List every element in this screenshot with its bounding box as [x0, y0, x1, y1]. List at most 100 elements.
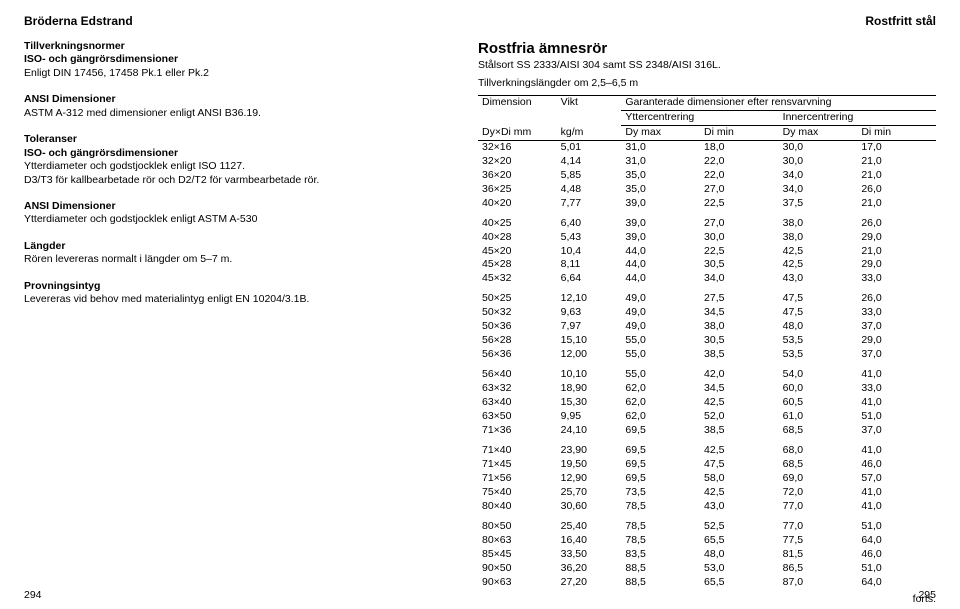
table-cell: 42,5	[779, 258, 858, 272]
table-cell: 19,50	[557, 458, 622, 472]
table-cell: 23,90	[557, 438, 622, 458]
th-dimension: Dimension	[478, 96, 557, 111]
table-cell: 26,0	[857, 286, 936, 306]
table-row: 36×205,8535,022,034,021,0	[478, 169, 936, 183]
th-dimin2: Di min	[857, 125, 936, 140]
table-row: 50×367,9749,038,048,037,0	[478, 320, 936, 334]
table-cell: 7,77	[557, 197, 622, 211]
table-cell: 33,0	[857, 272, 936, 286]
table-cell: 41,0	[857, 438, 936, 458]
table-cell: 43,0	[779, 272, 858, 286]
table-cell: 69,5	[621, 424, 700, 438]
table-row: 80×5025,4078,552,577,051,0	[478, 514, 936, 534]
table-cell: 71×56	[478, 472, 557, 486]
table-cell: 36×20	[478, 169, 557, 183]
right-column: Rostfria ämnesrör Stålsort SS 2333/AISI …	[478, 40, 936, 605]
table-cell: 37,0	[857, 348, 936, 362]
table-cell: 68,5	[779, 424, 858, 438]
table-row: 45×326,6444,034,043,033,0	[478, 272, 936, 286]
table-row: 50×2512,1049,027,547,526,0	[478, 286, 936, 306]
table-row: 63×509,9562,052,061,051,0	[478, 410, 936, 424]
table-cell: 50×32	[478, 306, 557, 320]
th-vikt: Vikt	[557, 96, 622, 111]
section-line: ASTM A-312 med dimensioner enligt ANSI B…	[24, 107, 444, 120]
table-cell: 16,40	[557, 534, 622, 548]
section: ANSI DimensionerYtterdiameter och godstj…	[24, 200, 444, 227]
table-cell: 32×20	[478, 155, 557, 169]
th-inner: Innercentrering	[779, 110, 936, 125]
table-cell: 72,0	[779, 486, 858, 500]
table-cell: 39,0	[621, 231, 700, 245]
table-cell: 69,0	[779, 472, 858, 486]
table-cell: 83,5	[621, 548, 700, 562]
table-cell: 22,5	[700, 197, 779, 211]
table-row: 40×207,7739,022,537,521,0	[478, 197, 936, 211]
section-line: D3/T3 för kallbearbetade rör och D2/T2 f…	[24, 174, 444, 187]
table-cell: 33,50	[557, 548, 622, 562]
table-cell: 77,0	[779, 500, 858, 514]
table-cell: 21,0	[857, 245, 936, 259]
th-dydi: Dy×Di mm	[478, 125, 557, 140]
table-cell: 37,5	[779, 197, 858, 211]
table-cell: 30,0	[779, 140, 858, 154]
table-cell: 27,0	[700, 183, 779, 197]
table-row: 71×4023,9069,542,568,041,0	[478, 438, 936, 458]
table-cell: 30,5	[700, 258, 779, 272]
section-line: Rören levereras normalt i längder om 5–7…	[24, 253, 444, 266]
table-cell: 15,30	[557, 396, 622, 410]
table-cell: 12,90	[557, 472, 622, 486]
table-cell: 31,0	[621, 155, 700, 169]
table-cell: 63×32	[478, 382, 557, 396]
table-row: 40×256,4039,027,038,026,0	[478, 211, 936, 231]
section-line: Provningsintyg	[24, 280, 444, 293]
table-cell: 78,5	[621, 534, 700, 548]
table-cell: 39,0	[621, 197, 700, 211]
table-cell: 80×50	[478, 514, 557, 534]
table-cell: 63×40	[478, 396, 557, 410]
table-cell: 57,0	[857, 472, 936, 486]
table-cell: 53,0	[700, 562, 779, 576]
table-cell: 68,0	[779, 438, 858, 458]
table-cell: 52,0	[700, 410, 779, 424]
th-ytter: Yttercentrering	[621, 110, 778, 125]
table-cell: 87,0	[779, 576, 858, 590]
section: LängderRören levereras normalt i längder…	[24, 240, 444, 267]
table-cell: 17,0	[857, 140, 936, 154]
left-column: TillverkningsnormerISO- och gängrörsdime…	[24, 40, 444, 605]
table-cell: 81,5	[779, 548, 858, 562]
table-cell: 40×28	[478, 231, 557, 245]
table-cell: 44,0	[621, 245, 700, 259]
table-cell: 25,40	[557, 514, 622, 534]
table-cell: 6,64	[557, 272, 622, 286]
table-cell: 34,0	[779, 169, 858, 183]
table-cell: 31,0	[621, 140, 700, 154]
table-cell: 41,0	[857, 500, 936, 514]
section-line: ISO- och gängrörsdimensioner	[24, 53, 444, 66]
table-cell: 46,0	[857, 458, 936, 472]
table-cell: 32×16	[478, 140, 557, 154]
table-cell: 55,0	[621, 348, 700, 362]
table-cell: 49,0	[621, 320, 700, 334]
right-sub2: Tillverkningslängder om 2,5–6,5 m	[478, 77, 936, 89]
table-cell: 7,97	[557, 320, 622, 334]
table-cell: 12,00	[557, 348, 622, 362]
table-cell: 22,5	[700, 245, 779, 259]
section-line: ANSI Dimensioner	[24, 200, 444, 213]
table-row: 56×4010,1055,042,054,041,0	[478, 362, 936, 382]
table-cell: 41,0	[857, 396, 936, 410]
table-cell: 55,0	[621, 362, 700, 382]
table-cell: 58,0	[700, 472, 779, 486]
table-cell: 46,0	[857, 548, 936, 562]
table-row: 71×5612,9069,558,069,057,0	[478, 472, 936, 486]
table-cell: 12,10	[557, 286, 622, 306]
table-cell: 56×28	[478, 334, 557, 348]
table-cell: 62,0	[621, 410, 700, 424]
table-cell: 18,90	[557, 382, 622, 396]
table-cell: 33,0	[857, 382, 936, 396]
table-cell: 42,5	[700, 438, 779, 458]
table-row: 85×4533,5083,548,081,546,0	[478, 548, 936, 562]
table-cell: 22,0	[700, 169, 779, 183]
table-cell: 90×50	[478, 562, 557, 576]
table-cell: 69,5	[621, 438, 700, 458]
table-cell: 37,0	[857, 320, 936, 334]
